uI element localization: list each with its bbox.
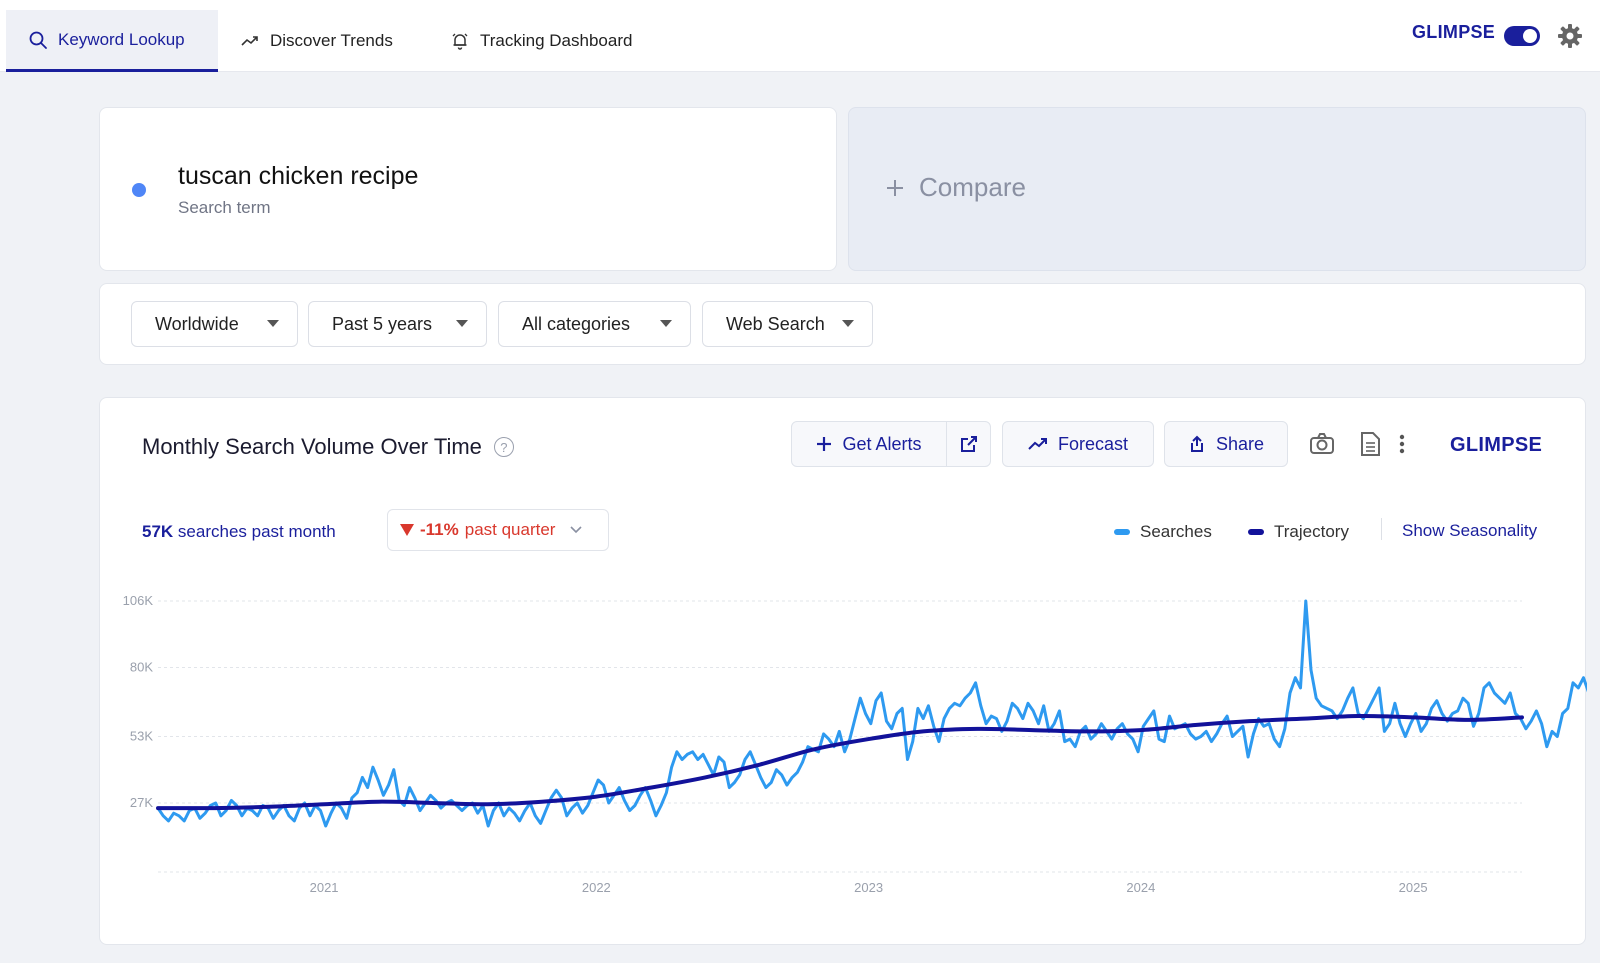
external-link-icon — [960, 436, 977, 452]
legend-swatch — [1248, 529, 1264, 535]
search-term: tuscan chicken recipe — [178, 162, 419, 190]
search-term-card[interactable]: tuscan chicken recipe Search term — [99, 107, 837, 271]
y-tick-label: 53K — [130, 729, 153, 744]
region-value: Worldwide — [155, 313, 239, 334]
plus-icon — [887, 179, 903, 196]
searches-line — [156, 599, 1587, 828]
x-tick-label: 2022 — [582, 880, 611, 895]
share-label: Share — [1215, 433, 1265, 454]
compare-label: Compare — [919, 172, 1026, 202]
trending-up-icon — [241, 36, 258, 46]
forecast-label: Forecast — [1057, 433, 1129, 454]
get-alerts-label: Get Alerts — [842, 433, 922, 454]
document-icon[interactable] — [1356, 430, 1384, 458]
tab-tracking-dashboard[interactable]: Tracking Dashboard — [450, 10, 632, 72]
quarter-change-value: -11% — [420, 520, 459, 539]
region-dropdown[interactable]: Worldwide — [131, 301, 298, 347]
tab-label: Discover Trends — [270, 31, 393, 50]
brand-logo: GLIMPSE — [1450, 434, 1543, 456]
legend-label: Searches — [1140, 522, 1212, 541]
search-volume-chart: 27K 53K 80K 106K 2021 2022 2023 2024 2025 — [123, 593, 1587, 895]
brand-toggle[interactable] — [1504, 26, 1540, 46]
quarter-change-text: past quarter — [464, 520, 556, 539]
top-nav: Keyword Lookup Discover Trends Tracking … — [0, 0, 1600, 72]
tab-label: Keyword Lookup — [58, 29, 185, 49]
trending-up-icon — [1028, 438, 1047, 450]
chart-title-row: Monthly Search Volume Over Time ? — [142, 434, 514, 460]
compare-button[interactable]: Compare — [848, 107, 1586, 271]
more-vertical-icon[interactable] — [1394, 430, 1410, 458]
y-tick-label: 106K — [123, 593, 154, 608]
bell-icon — [452, 33, 468, 50]
plus-icon — [817, 437, 832, 451]
help-icon[interactable]: ? — [493, 437, 514, 457]
brand-logo: GLIMPSE — [1412, 22, 1496, 42]
chevron-down-icon — [570, 526, 583, 534]
monthly-searches-stat: 57K searches past month — [142, 522, 336, 542]
x-tick-label: 2025 — [1399, 880, 1428, 895]
search-term-caption: Search term — [178, 198, 271, 217]
share-icon — [1190, 435, 1203, 452]
y-tick-label: 27K — [130, 795, 153, 810]
caret-down-icon — [456, 320, 468, 327]
monthly-searches-text: searches past month — [177, 522, 336, 541]
tab-keyword-lookup[interactable]: Keyword Lookup — [6, 10, 218, 72]
camera-icon[interactable] — [1308, 430, 1336, 458]
caret-down-icon — [842, 320, 854, 327]
legend-separator — [1381, 518, 1382, 540]
chart-title: Monthly Search Volume Over Time — [142, 434, 482, 459]
forecast-button[interactable]: Forecast — [1002, 421, 1154, 467]
caret-down-icon — [267, 320, 279, 327]
tab-label: Tracking Dashboard — [480, 31, 633, 50]
period-dropdown[interactable]: Past 5 years — [308, 301, 487, 347]
x-tick-label: 2024 — [1126, 880, 1155, 895]
show-seasonality-link[interactable]: Show Seasonality — [1402, 521, 1538, 540]
chart-panel: Monthly Search Volume Over Time ? Get Al… — [99, 397, 1587, 945]
monthly-searches-value: 57K — [142, 522, 174, 541]
series-color-dot — [132, 183, 146, 197]
source-dropdown[interactable]: Web Search — [702, 301, 873, 347]
legend-label: Trajectory — [1274, 522, 1349, 541]
quarter-change-dropdown[interactable]: -11% past quarter — [387, 509, 609, 551]
legend-trajectory[interactable]: Trajectory — [1248, 522, 1349, 542]
x-tick-label: 2021 — [310, 880, 339, 895]
source-value: Web Search — [726, 313, 825, 334]
filter-bar: Worldwide Past 5 years All categories We… — [99, 283, 1586, 365]
get-alerts-button[interactable]: Get Alerts — [791, 421, 947, 467]
gear-icon[interactable] — [1556, 22, 1584, 50]
legend-swatch — [1114, 529, 1130, 535]
caret-down-icon — [660, 320, 672, 327]
down-triangle-icon — [400, 524, 414, 536]
legend-searches[interactable]: Searches — [1114, 522, 1212, 542]
category-value: All categories — [522, 313, 631, 334]
category-dropdown[interactable]: All categories — [498, 301, 691, 347]
trajectory-line — [156, 714, 1524, 811]
search-icon — [29, 31, 47, 49]
period-value: Past 5 years — [332, 313, 433, 334]
share-button[interactable]: Share — [1164, 421, 1288, 467]
x-tick-label: 2023 — [854, 880, 883, 895]
open-external-button[interactable] — [946, 421, 991, 467]
y-tick-label: 80K — [130, 659, 153, 674]
tab-discover-trends[interactable]: Discover Trends — [240, 10, 393, 72]
